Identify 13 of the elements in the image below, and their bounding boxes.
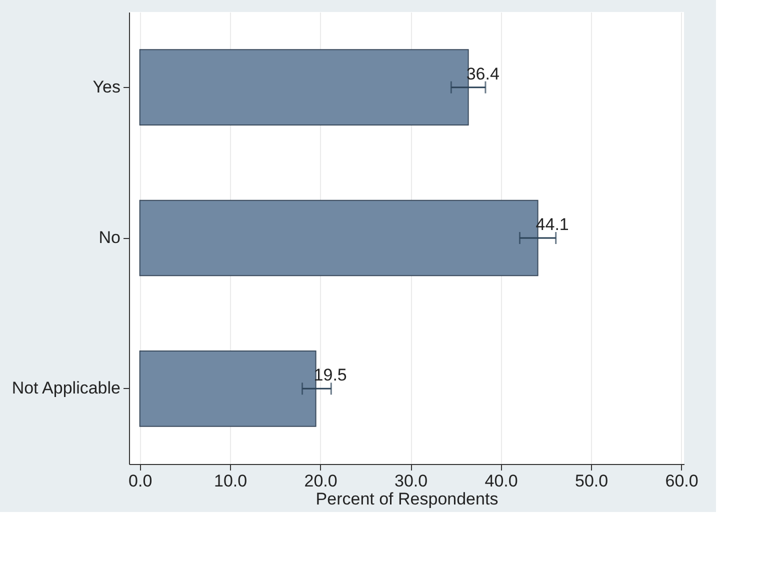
y-tick-label: No [98, 228, 120, 247]
x-tick-label: 50.0 [575, 472, 608, 490]
bar [139, 350, 316, 427]
x-axis-title: Percent of Respondents [316, 490, 498, 508]
x-tick-label: 20.0 [304, 472, 338, 490]
x-tick-label: 60.0 [665, 472, 698, 490]
y-tick-label: Not Applicable [12, 378, 120, 398]
bar [139, 49, 469, 126]
x-tick-label: 40.0 [484, 472, 518, 490]
x-tick-label: 30.0 [394, 472, 428, 490]
y-tick-label: Yes [92, 77, 120, 96]
x-tick-label: 10.0 [214, 472, 248, 490]
x-tick-label: 0.0 [128, 472, 152, 490]
